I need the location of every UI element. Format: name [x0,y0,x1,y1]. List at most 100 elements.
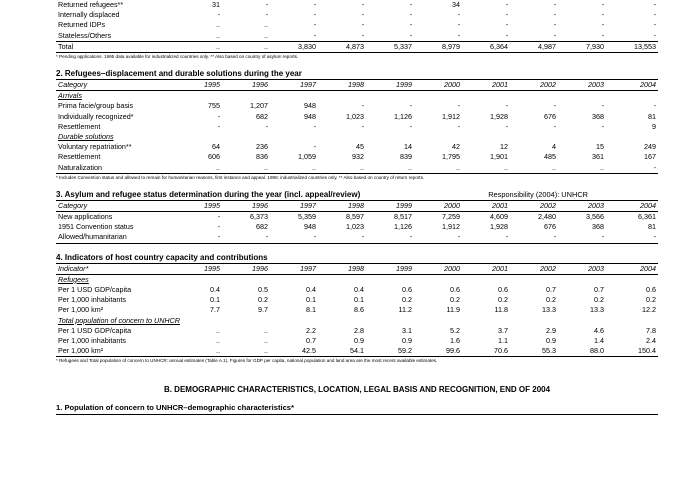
column-header-year: 1999 [366,262,414,275]
cell-value: - [505,20,508,30]
column-header-year: 2002 [510,79,558,92]
column-header-year: 2004 [606,199,658,213]
cell-value: - [553,30,556,40]
cell-value: - [553,121,556,131]
cell-value: - [361,10,364,20]
cell-value: - [409,121,412,131]
cell-value: 6,361 [638,212,656,222]
cell-value: 13.3 [542,305,556,315]
row-label: Per 1,000 inhabitants [58,295,126,305]
column-header-year: 2003 [558,199,606,213]
cell-value: 2.8 [354,325,364,335]
cell-value: 45 [356,142,364,152]
subheading-label: Durable solutions [58,132,114,142]
cell-value: - [217,222,220,232]
cell-value: 13.3 [590,305,604,315]
cell-value: 15 [596,142,604,152]
subheading-label: Arrivals [58,91,82,101]
table-row: Per 1,000 km².... 42.5 54.1 59.2 99.6 70.6 55.… [56,346,658,358]
cell-value: 11.8 [494,305,508,315]
column-header-year: 1997 [270,79,318,92]
cell-value: - [361,20,364,30]
table-row: Returned refugees** 31 - - - - 34 - - - - [56,0,658,10]
section-2-title: 2. Refugees–displacement and durable sol… [56,69,302,79]
statistical-report-page: Returned refugees** 31- - - -34- - - - Internall… [56,0,658,416]
cell-value: 54.1 [318,346,366,358]
row-label: Returned refugees** [58,0,124,9]
cell-value: 1,059 [298,152,316,162]
column-header-year: 2001 [462,79,510,92]
cell-value: 34 [452,0,460,9]
cell-value: 1,928 [490,111,508,121]
cell-value: - [217,10,220,20]
cell-value: 5,359 [298,212,316,222]
cell-value: 0.7 [546,285,556,295]
cell-value: 2.4 [646,336,656,346]
subheading-row: Durable solutions [56,132,658,142]
cell-value: 1,126 [394,111,412,121]
cell-value: - [178,232,222,244]
cell-value: - [553,20,556,30]
table-row: Per 1,000 km² 7.7 9.7 8.1 8.6 11.2 11.9 11.8 13.… [56,305,658,315]
cell-value: - [606,232,658,244]
cell-value: 8.6 [354,305,364,315]
cell-value: 55.3 [510,346,558,358]
cell-value: 839 [400,152,412,162]
cell-value: - [409,30,412,40]
cell-value: - [457,30,460,40]
column-header-year: 1995 [178,79,222,92]
cell-value: 1,928 [490,222,508,232]
column-header-year: 1997 [270,199,318,213]
cell-value: 948 [304,222,316,232]
cell-value: 7.8 [646,325,656,335]
cell-value: 948 [304,111,316,121]
cell-value: 0.2 [594,295,604,305]
cell-value: - [265,10,268,20]
column-header-year: 2001 [462,262,510,275]
cell-value: 948 [304,101,316,111]
column-header-year: 2000 [414,79,462,92]
cell-value: - [601,20,604,30]
cell-value: 361 [592,152,604,162]
row-label: Prima facie/group basis [58,101,134,111]
column-header-year: 1998 [318,262,366,275]
cell-value: - [313,30,316,40]
column-header-year: 1995 [178,199,222,213]
cell-value: 0.6 [402,285,412,295]
cell-value: 682 [256,222,268,232]
cell-value: 368 [592,111,604,121]
column-header-year: 1998 [318,199,366,213]
cell-value: - [553,10,556,20]
cell-value: - [601,0,604,9]
cell-value: 0.2 [450,295,460,305]
cell-value: 8,517 [394,212,412,222]
row-label: Per 1 USD GDP/capita [58,285,132,295]
cell-value: 1.4 [594,336,604,346]
cell-value: - [217,121,220,131]
row-label: Per 1 USD GDP/capita [58,325,132,335]
cell-value: 88.0 [558,346,606,358]
column-header-year: 1995 [178,262,222,275]
cell-value: 0.2 [258,295,268,305]
column-header-year: 1999 [366,199,414,213]
cell-value: 2.9 [546,325,556,335]
cell-value: - [361,30,364,40]
column-header-year: 2000 [414,262,462,275]
cell-value: 1,901 [490,152,508,162]
cell-value: - [313,10,316,20]
row-label: Total [56,40,178,54]
column-header-year: 1996 [222,262,270,275]
subheading-row: Refugees [56,274,658,285]
row-label: Allowed/humanitarian [56,232,178,244]
cell-value: 249 [644,142,656,152]
cell-value: - [457,10,460,20]
table-header-row: Category 1995 1996 1997 1998 1999 2000 2001 2002… [56,199,658,213]
cell-value: 0.7 [594,285,604,295]
cell-value: 0.4 [210,285,220,295]
cell-value: 0.7 [306,336,316,346]
row-label: New applications [58,212,113,222]
cell-value: .. [558,162,606,174]
cell-value: .. [178,162,222,174]
cell-value: 1,207 [250,101,268,111]
cell-value: .. [216,325,220,335]
